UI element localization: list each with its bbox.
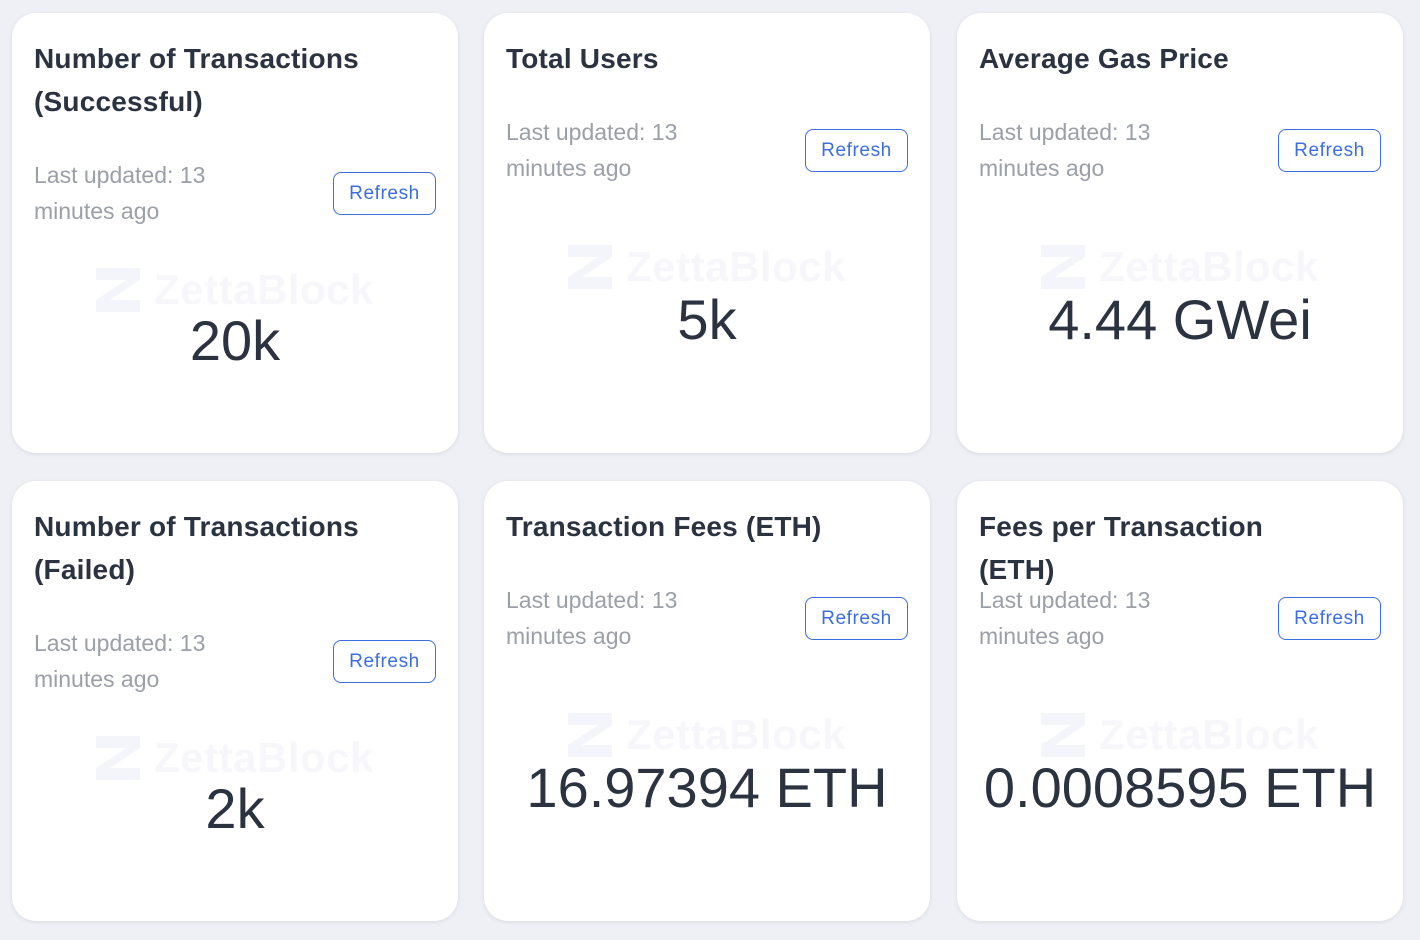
- watermark-text: ZettaBlock: [154, 734, 374, 781]
- zettablock-logo-icon: [96, 736, 141, 780]
- last-updated-text: Last updated: 13 minutes ago: [34, 162, 206, 224]
- refresh-button[interactable]: Refresh: [1278, 597, 1381, 640]
- card-title: Average Gas Price: [979, 43, 1229, 74]
- watermark-text: ZettaBlock: [1099, 243, 1319, 290]
- last-updated-text: Last updated: 13 minutes ago: [979, 587, 1151, 649]
- metric-value: 5k: [677, 288, 737, 351]
- zettablock-logo-icon: [568, 245, 613, 289]
- metric-value: 2k: [205, 777, 265, 840]
- watermark: ZettaBlock: [484, 242, 930, 292]
- refresh-button[interactable]: Refresh: [805, 597, 908, 640]
- watermark: ZettaBlock: [12, 733, 458, 783]
- watermark: ZettaBlock: [12, 265, 458, 315]
- watermark-text: ZettaBlock: [626, 711, 846, 758]
- zettablock-logo-icon: [1041, 713, 1086, 757]
- card-transaction-fees: Transaction Fees (ETH) Last updated: 13 …: [484, 481, 930, 921]
- card-transactions-successful: Number of Transactions (Successful) Last…: [12, 13, 458, 453]
- watermark: ZettaBlock: [957, 710, 1403, 760]
- last-updated-text: Last updated: 13 minutes ago: [34, 630, 206, 692]
- card-title: Total Users: [506, 43, 659, 74]
- watermark-text: ZettaBlock: [626, 243, 846, 290]
- refresh-button[interactable]: Refresh: [1278, 129, 1381, 172]
- zettablock-logo-icon: [568, 713, 613, 757]
- card-average-gas-price: Average Gas Price Last updated: 13 minut…: [957, 13, 1403, 453]
- refresh-button[interactable]: Refresh: [333, 172, 436, 215]
- card-fees-per-transaction: Fees per Transaction (ETH) Last updated:…: [957, 481, 1403, 921]
- metric-value: 16.97394 ETH: [526, 756, 888, 819]
- watermark-text: ZettaBlock: [154, 266, 374, 313]
- last-updated-text: Last updated: 13 minutes ago: [506, 587, 678, 649]
- watermark-text: ZettaBlock: [1099, 711, 1319, 758]
- card-title: Transaction Fees (ETH): [506, 511, 822, 542]
- refresh-button[interactable]: Refresh: [333, 640, 436, 683]
- watermark: ZettaBlock: [957, 242, 1403, 292]
- metric-value: 4.44 GWei: [1048, 288, 1312, 351]
- last-updated-text: Last updated: 13 minutes ago: [506, 119, 678, 181]
- zettablock-logo-icon: [1041, 245, 1086, 289]
- card-transactions-failed: Number of Transactions (Failed) Last upd…: [12, 481, 458, 921]
- metric-value: 20k: [189, 309, 281, 372]
- card-title: Fees per Transaction (ETH): [979, 511, 1264, 585]
- card-title: Number of Transactions (Failed): [34, 511, 359, 585]
- metric-value: 0.0008595 ETH: [983, 756, 1377, 819]
- watermark: ZettaBlock: [484, 710, 930, 760]
- card-total-users: Total Users Last updated: 13 minutes ago…: [484, 13, 930, 453]
- refresh-button[interactable]: Refresh: [805, 129, 908, 172]
- card-title: Number of Transactions (Successful): [34, 43, 359, 117]
- zettablock-logo-icon: [96, 268, 141, 312]
- last-updated-text: Last updated: 13 minutes ago: [979, 119, 1151, 181]
